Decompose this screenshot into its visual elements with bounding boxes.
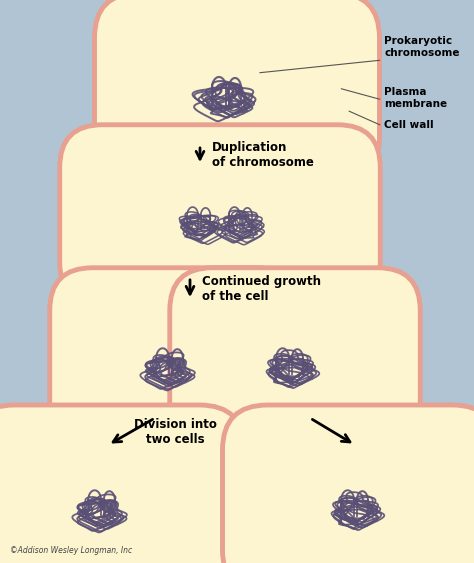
FancyBboxPatch shape (170, 268, 420, 448)
Text: Cell wall: Cell wall (384, 120, 434, 130)
Text: Plasma
membrane: Plasma membrane (384, 87, 447, 109)
Text: Continued growth
of the cell: Continued growth of the cell (202, 275, 321, 303)
FancyBboxPatch shape (50, 268, 300, 448)
Text: Division into
two cells: Division into two cells (134, 418, 217, 446)
FancyBboxPatch shape (222, 405, 474, 563)
Text: Duplication
of chromosome: Duplication of chromosome (212, 141, 314, 169)
FancyBboxPatch shape (94, 0, 380, 183)
Text: ©Addison Wesley Longman, Inc: ©Addison Wesley Longman, Inc (10, 546, 132, 555)
Text: Prokaryotic
chromosome: Prokaryotic chromosome (384, 37, 460, 58)
FancyBboxPatch shape (60, 125, 380, 305)
FancyBboxPatch shape (0, 405, 245, 563)
